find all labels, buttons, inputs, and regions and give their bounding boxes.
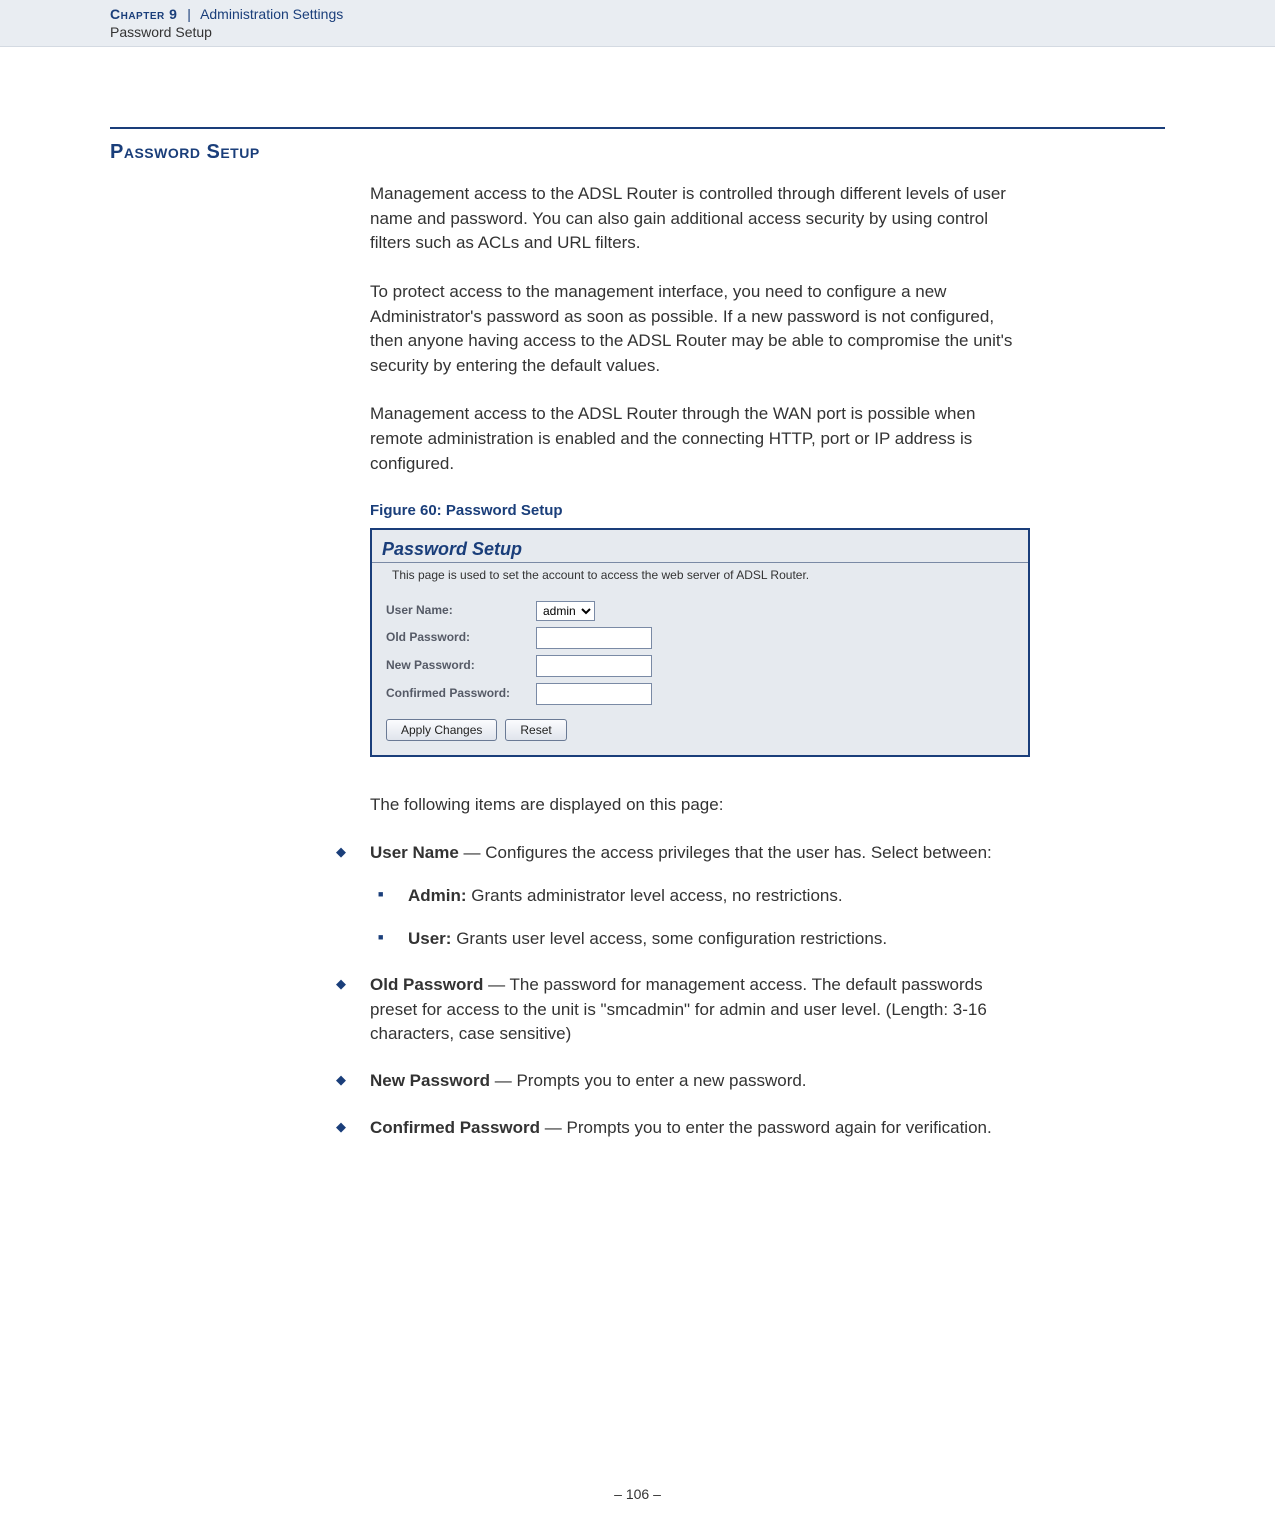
- chapter-title: Administration Settings: [200, 6, 343, 22]
- subitem-admin-text: Grants administrator level access, no re…: [467, 886, 843, 905]
- username-sublist: Admin: Grants administrator level access…: [370, 884, 1030, 951]
- subitem-user: User: Grants user level access, some con…: [370, 927, 1030, 952]
- item-new-password: New Password — Prompts you to enter a ne…: [332, 1069, 1030, 1094]
- subitem-admin: Admin: Grants administrator level access…: [370, 884, 1030, 909]
- item-new-password-term: New Password: [370, 1071, 490, 1090]
- page-header: Chapter 9 | Administration Settings Pass…: [0, 0, 1275, 47]
- paragraph-3: Management access to the ADSL Router thr…: [370, 402, 1030, 476]
- item-new-password-text: — Prompts you to enter a new password.: [490, 1071, 807, 1090]
- screenshot-form: User Name: admin Old Password: New Passw…: [372, 601, 1028, 705]
- confirm-password-label: Confirmed Password:: [386, 685, 536, 702]
- apply-changes-button[interactable]: Apply Changes: [386, 719, 497, 741]
- form-row-confirm-password: Confirmed Password:: [386, 683, 1014, 705]
- item-username-term: User Name: [370, 843, 459, 862]
- subitem-user-term: User:: [408, 929, 451, 948]
- page-number: – 106 –: [0, 1486, 1275, 1502]
- figure-screenshot: Password Setup This page is used to set …: [370, 528, 1030, 756]
- subitem-admin-term: Admin:: [408, 886, 467, 905]
- old-password-input[interactable]: [536, 627, 652, 649]
- form-row-old-password: Old Password:: [386, 627, 1014, 649]
- reset-button[interactable]: Reset: [505, 719, 566, 741]
- screenshot-title: Password Setup: [372, 530, 1028, 563]
- form-row-new-password: New Password:: [386, 655, 1014, 677]
- form-row-username: User Name: admin: [386, 601, 1014, 621]
- screenshot-buttons: Apply Changes Reset: [372, 719, 1028, 741]
- section-rule: [110, 127, 1165, 129]
- confirm-password-input[interactable]: [536, 683, 652, 705]
- item-confirmed-password-text: — Prompts you to enter the password agai…: [540, 1118, 992, 1137]
- chapter-label: Chapter 9: [110, 6, 177, 22]
- item-old-password-term: Old Password: [370, 975, 483, 994]
- old-password-label: Old Password:: [386, 629, 536, 646]
- new-password-input[interactable]: [536, 655, 652, 677]
- paragraph-1: Management access to the ADSL Router is …: [370, 182, 1030, 256]
- subitem-user-text: Grants user level access, some configura…: [451, 929, 887, 948]
- new-password-label: New Password:: [386, 657, 536, 674]
- item-confirmed-password: Confirmed Password — Prompts you to ente…: [332, 1116, 1030, 1141]
- username-label: User Name:: [386, 602, 536, 619]
- chapter-subtitle: Password Setup: [110, 24, 1275, 40]
- items-intro: The following items are displayed on thi…: [370, 793, 1030, 818]
- item-username: User Name — Configures the access privil…: [332, 841, 1030, 951]
- username-select[interactable]: admin: [536, 601, 595, 621]
- paragraph-2: To protect access to the management inte…: [370, 280, 1030, 379]
- screenshot-subtitle: This page is used to set the account to …: [372, 563, 1028, 600]
- items-list: User Name — Configures the access privil…: [332, 841, 1030, 1140]
- chapter-separator: |: [181, 6, 197, 22]
- section-title: Password Setup: [110, 141, 1165, 164]
- item-username-text: — Configures the access privileges that …: [459, 843, 992, 862]
- figure-caption: Figure 60: Password Setup: [370, 500, 1030, 522]
- item-confirmed-password-term: Confirmed Password: [370, 1118, 540, 1137]
- item-old-password: Old Password — The password for manageme…: [332, 973, 1030, 1047]
- chapter-line: Chapter 9 | Administration Settings: [110, 6, 1275, 22]
